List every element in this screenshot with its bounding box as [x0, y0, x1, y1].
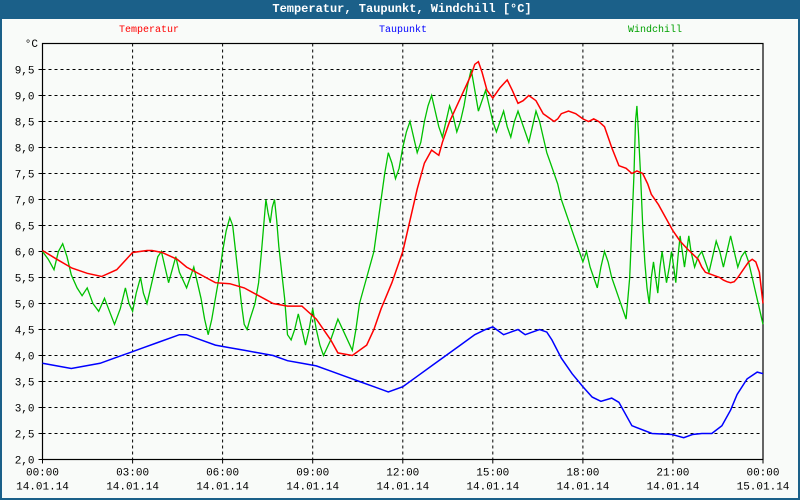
svg-text:14.01.14: 14.01.14	[196, 482, 249, 494]
svg-text:9,5: 9,5	[15, 66, 35, 78]
svg-text:8,5: 8,5	[15, 118, 35, 130]
svg-text:7,0: 7,0	[15, 196, 35, 208]
svg-text:6,0: 6,0	[15, 248, 35, 260]
svg-text:00:00: 00:00	[26, 468, 59, 480]
svg-text:03:00: 03:00	[116, 468, 149, 480]
svg-text:4,0: 4,0	[15, 352, 35, 364]
svg-text:18:00: 18:00	[566, 468, 599, 480]
svg-text:12:00: 12:00	[386, 468, 419, 480]
svg-text:4,5: 4,5	[15, 326, 35, 338]
svg-text:09:00: 09:00	[296, 468, 329, 480]
svg-text:06:00: 06:00	[206, 468, 239, 480]
svg-text:14.01.14: 14.01.14	[466, 482, 519, 494]
svg-text:14.01.14: 14.01.14	[106, 482, 159, 494]
svg-text:3,5: 3,5	[15, 378, 35, 390]
svg-text:°C: °C	[25, 39, 39, 51]
svg-text:14.01.14: 14.01.14	[556, 482, 609, 494]
svg-text:6,5: 6,5	[15, 222, 35, 234]
svg-text:5,5: 5,5	[15, 274, 35, 286]
svg-text:7,5: 7,5	[15, 170, 35, 182]
svg-text:14.01.14: 14.01.14	[646, 482, 699, 494]
svg-text:8,0: 8,0	[15, 144, 35, 156]
svg-text:3,0: 3,0	[15, 404, 35, 416]
svg-text:5,0: 5,0	[15, 300, 35, 312]
svg-text:2,0: 2,0	[15, 456, 35, 468]
svg-text:14.01.14: 14.01.14	[16, 482, 69, 494]
svg-text:9,0: 9,0	[15, 92, 35, 104]
svg-text:15.01.14: 15.01.14	[737, 482, 790, 494]
svg-text:00:00: 00:00	[746, 468, 779, 480]
svg-text:14.01.14: 14.01.14	[376, 482, 429, 494]
svg-text:2,5: 2,5	[15, 430, 35, 442]
svg-text:14.01.14: 14.01.14	[286, 482, 339, 494]
svg-text:21:00: 21:00	[656, 468, 689, 480]
svg-text:15:00: 15:00	[476, 468, 509, 480]
